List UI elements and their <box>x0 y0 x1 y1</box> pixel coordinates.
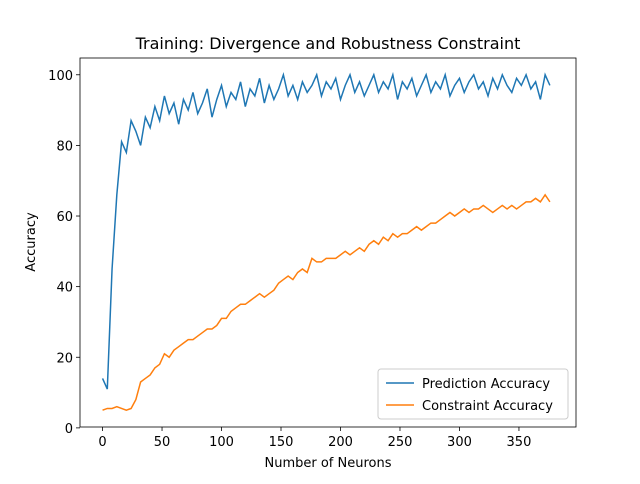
x-tick-label: 350 <box>507 435 532 450</box>
x-tick-label: 100 <box>209 435 234 450</box>
chart-title: Training: Divergence and Robustness Cons… <box>135 34 521 53</box>
x-tick-label: 50 <box>154 435 171 450</box>
x-tick-label: 300 <box>447 435 472 450</box>
data-line <box>101 71 551 390</box>
x-tick-label: 250 <box>388 435 413 450</box>
y-tick-label: 60 <box>56 210 73 225</box>
y-tick-label: 40 <box>56 281 73 296</box>
y-tick-label: 20 <box>56 351 73 366</box>
plot-frame <box>79 57 577 428</box>
legend-label: Constraint Accuracy <box>422 399 553 414</box>
legend-label: Prediction Accuracy <box>422 377 550 392</box>
x-tick-label: 150 <box>269 435 294 450</box>
y-tick-label: 80 <box>56 139 73 154</box>
legend-box <box>377 368 569 420</box>
y-tick-label: 100 <box>48 69 73 84</box>
x-tick-label: 200 <box>328 435 353 450</box>
y-tick-label: 0 <box>65 422 73 437</box>
y-axis-label: Accuracy <box>24 212 39 272</box>
x-axis-label: Number of Neurons <box>264 456 391 471</box>
legend: Prediction Accuracy Constraint Accuracy <box>377 368 569 420</box>
data-line <box>102 193 551 412</box>
x-tick-label: 0 <box>98 435 106 450</box>
